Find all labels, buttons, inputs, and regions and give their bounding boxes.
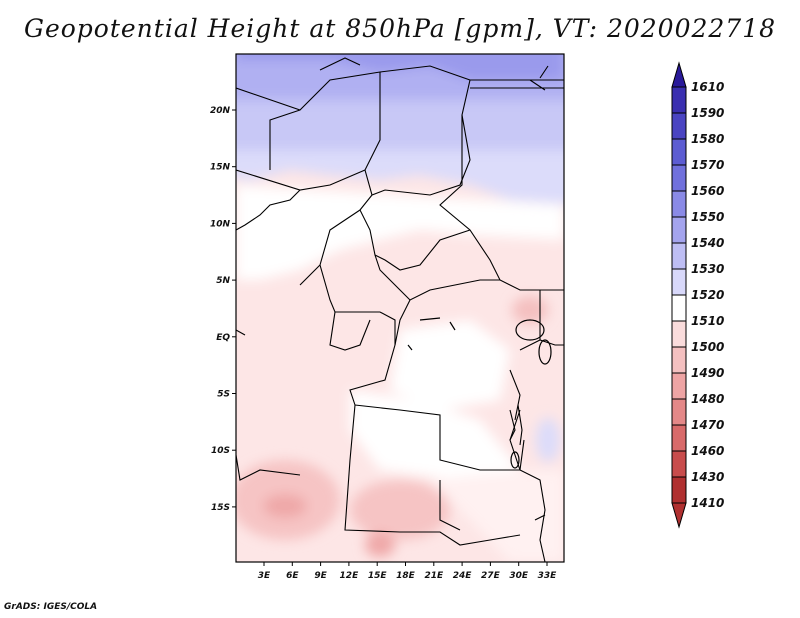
colorbar-label: 1430: [691, 470, 724, 484]
lon-tick-label: 6E: [286, 571, 299, 581]
lon-tick-label: 30E: [509, 571, 529, 581]
lon-tick-label: 12E: [340, 571, 360, 581]
lat-tick-label: 15N: [210, 163, 231, 173]
colorbar-label: 1540: [691, 236, 724, 250]
lat-tick-label: 5N: [216, 276, 230, 286]
colorbar-top-triangle: [671, 61, 687, 88]
lat-tick-label: 20N: [210, 106, 231, 116]
colorbar: 1610 1590 1580 1570 1560 1550 1540 1530 1520 1510…: [671, 61, 724, 529]
lat-tick-label: 10N: [210, 219, 231, 229]
colorbar-segment: [671, 294, 687, 322]
colorbar-label: 1560: [691, 184, 724, 198]
colorbar-label: 1610: [691, 80, 724, 94]
colorbar-label: 1510: [691, 314, 724, 328]
colorbar-segment: [671, 164, 687, 192]
credit-text: GrADS: IGES/COLA: [4, 602, 98, 612]
lon-tick-label: 24E: [453, 571, 473, 581]
colorbar-label: 1460: [691, 444, 724, 458]
colorbar-segment: [671, 242, 687, 270]
lon-tick-label: 33E: [538, 571, 558, 581]
longitude-axis: 3E 6E 9E 12E 15E 18E 21E 24E 27E 30E 33E: [258, 562, 557, 581]
colorbar-segment: [671, 398, 687, 426]
lon-tick-label: 21E: [424, 571, 444, 581]
colorbar-segment: [671, 450, 687, 478]
colorbar-segment: [671, 476, 687, 504]
colorbar-segment: [671, 190, 687, 218]
lat-tick-label: 5S: [217, 390, 230, 400]
colorbar-label: 1570: [691, 158, 724, 172]
colorbar-segment: [671, 86, 687, 114]
colorbar-segment: [671, 268, 687, 296]
colorbar-label: 1500: [691, 340, 724, 354]
latitude-axis: 20N 15N 10N 5N EQ 5S 10S 15S: [210, 106, 236, 513]
colorbar-segment: [671, 216, 687, 244]
colorbar-label: 1530: [691, 262, 724, 276]
lon-tick-label: 9E: [314, 571, 327, 581]
lon-tick-label: 18E: [396, 571, 416, 581]
colorbar-label: 1550: [691, 210, 724, 224]
map-title: Geopotential Height at 850hPa [gpm], VT:…: [23, 14, 777, 43]
colorbar-segment: [671, 320, 687, 348]
colorbar-label: 1590: [691, 106, 724, 120]
colorbar-segment: [671, 424, 687, 452]
map-frame: [235, 53, 565, 563]
colorbar-label: 1520: [691, 288, 724, 302]
lat-tick-label: 10S: [211, 446, 230, 456]
lat-tick-label: EQ: [216, 333, 230, 343]
colorbar-label: 1490: [691, 366, 724, 380]
lakes: [407, 317, 552, 521]
lat-tick-label: 15S: [211, 503, 230, 513]
colorbar-label: 1410: [691, 496, 724, 510]
height-field: [236, 54, 564, 562]
colorbar-label: 1580: [691, 132, 724, 146]
colorbar-label: 1470: [691, 418, 724, 432]
colorbar-bottom-triangle: [671, 502, 687, 529]
colorbar-segment: [671, 112, 687, 140]
lon-tick-label: 27E: [481, 571, 501, 581]
country-borders: [236, 57, 564, 562]
lon-tick-label: 3E: [258, 571, 271, 581]
colorbar-label: 1480: [691, 392, 724, 406]
colorbar-segment: [671, 138, 687, 166]
lon-tick-label: 15E: [368, 571, 388, 581]
colorbar-segment: [671, 372, 687, 400]
colorbar-segment: [671, 346, 687, 374]
